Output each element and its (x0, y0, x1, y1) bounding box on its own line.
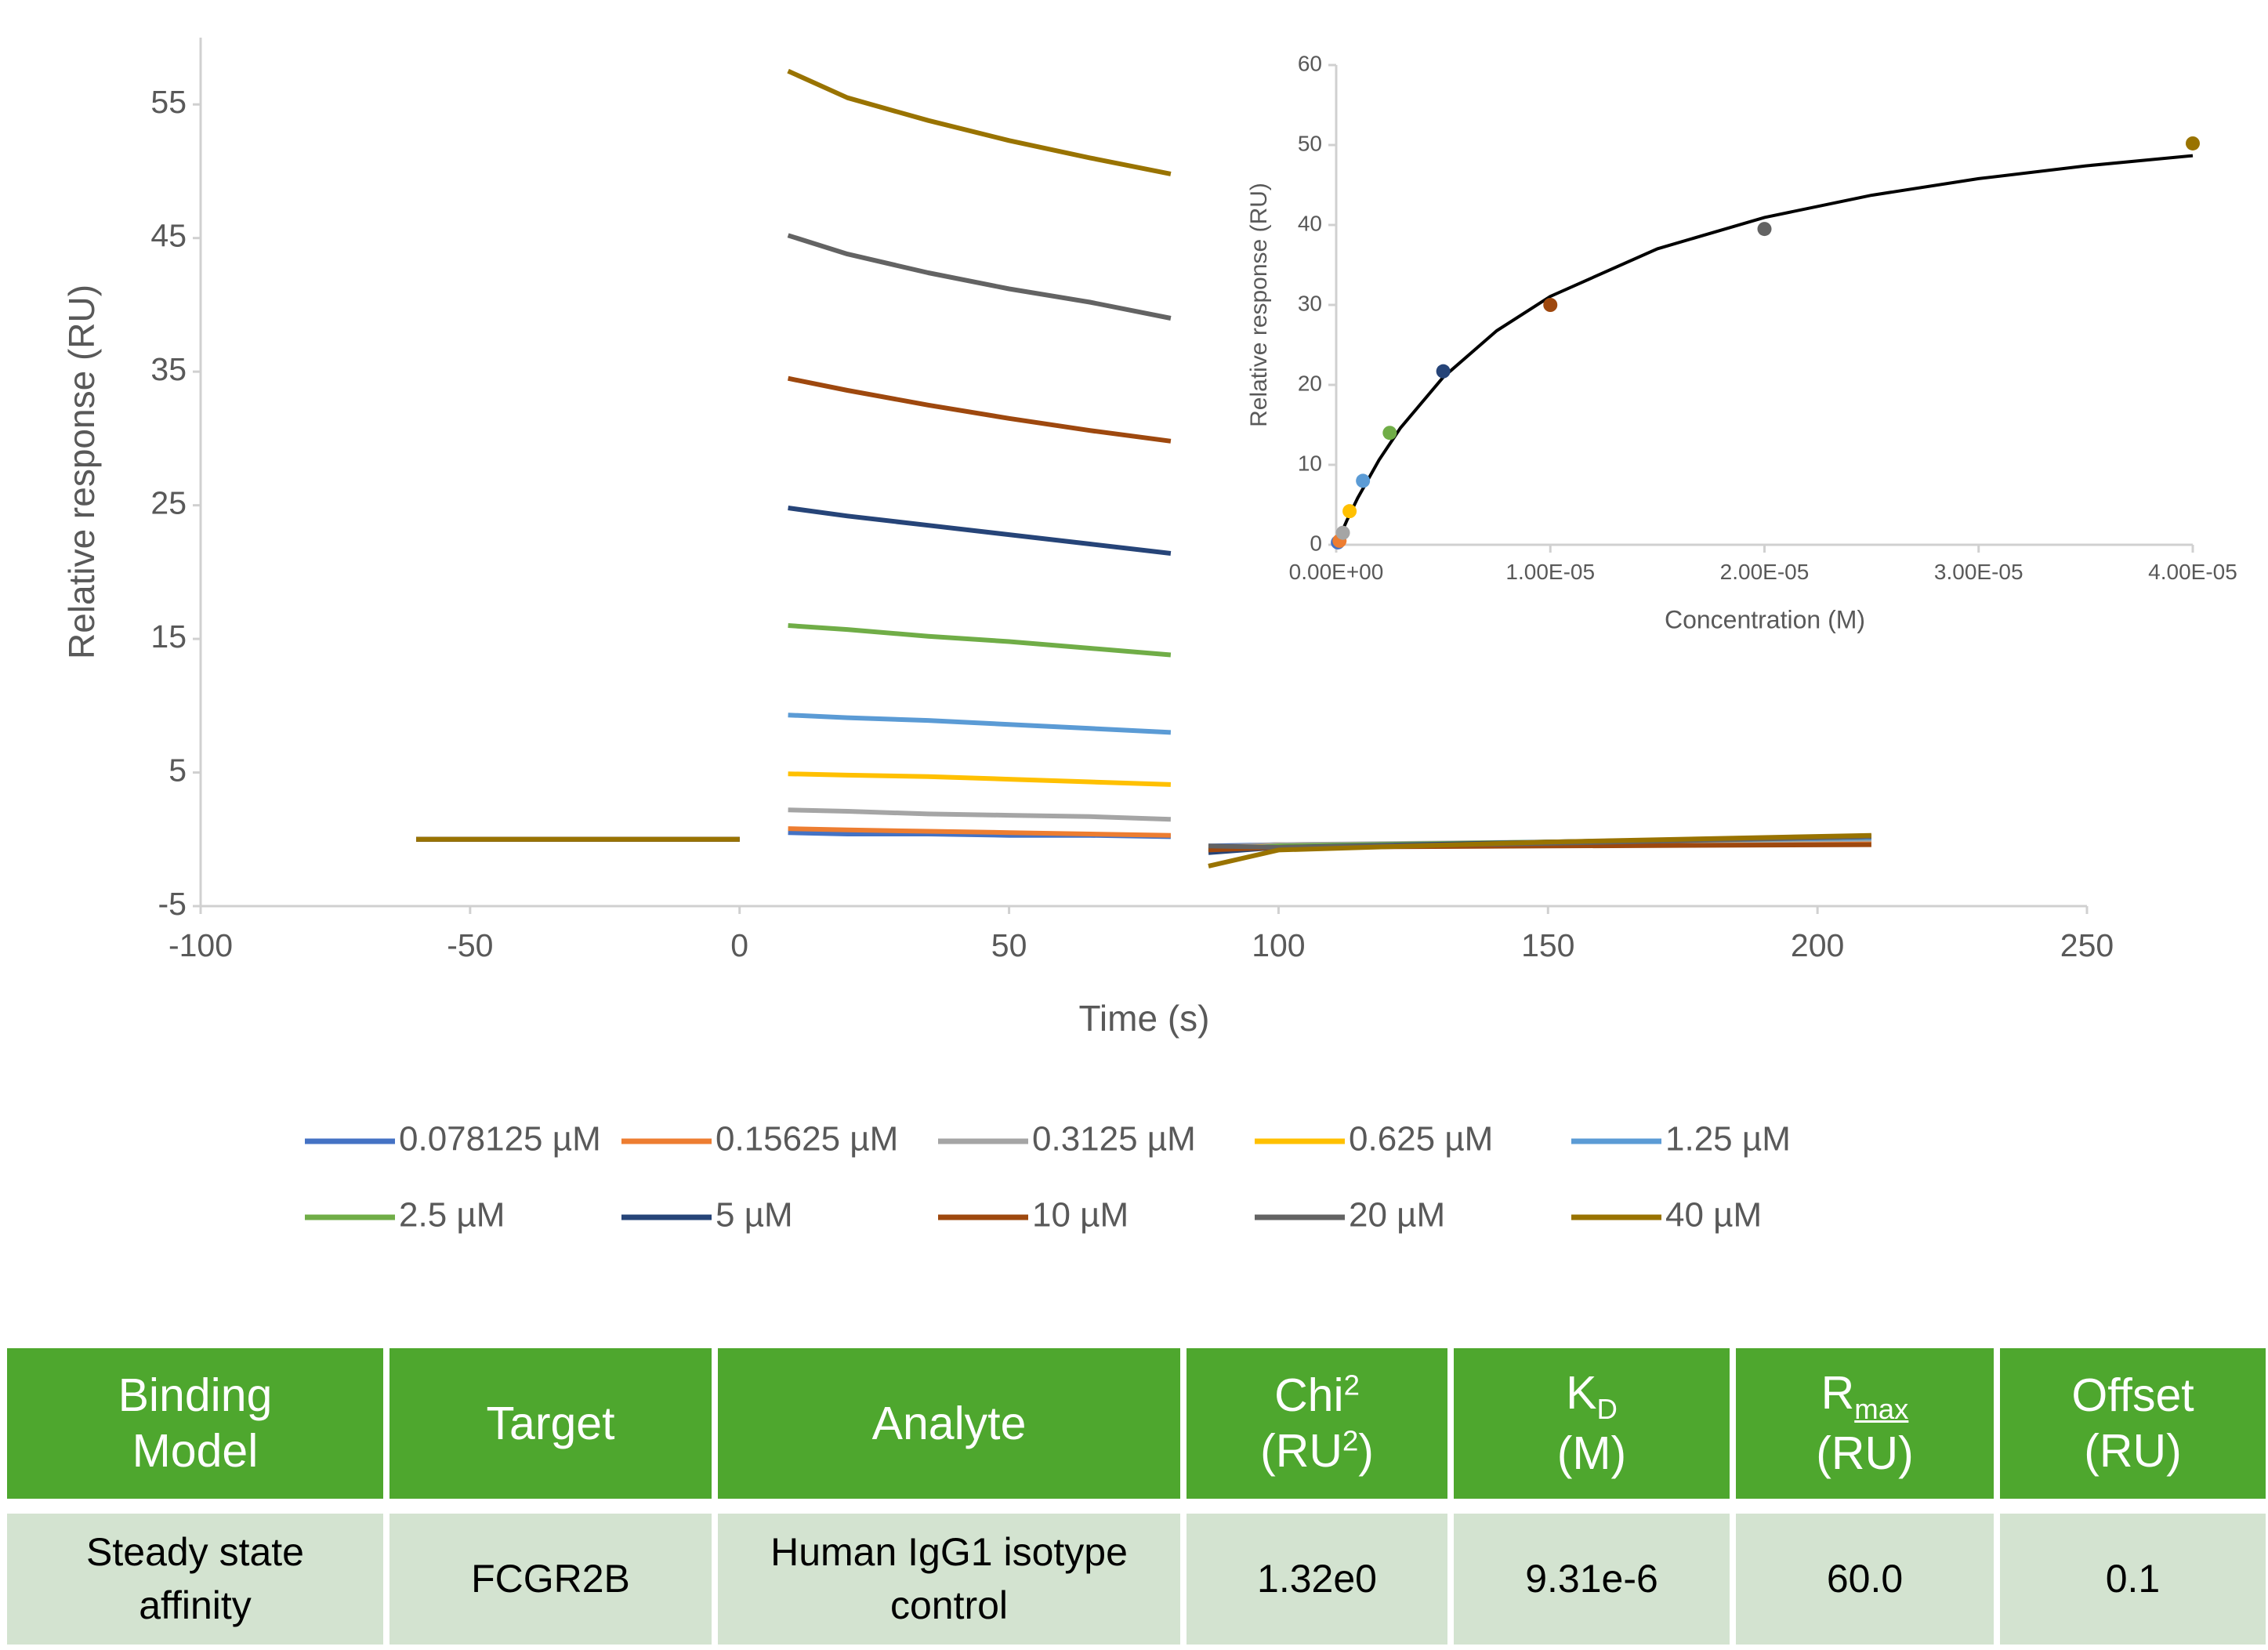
cell-text: Steady state affinity (86, 1530, 304, 1627)
data-cell: 9.31e-6 (1454, 1514, 1730, 1645)
legend-label: 1.25 µM (1665, 1120, 1791, 1159)
cell-text: FCGR2B (471, 1556, 630, 1601)
x-tick-label: 2.00E-05 (1720, 560, 1810, 584)
header-text: Chi2 (RU2) (1260, 1368, 1374, 1479)
y-tick-label: 10 (1298, 451, 1322, 475)
series-line (416, 68, 1871, 869)
cell-text: 0.1 (2105, 1556, 2161, 1601)
header-text: (RU (1260, 1425, 1342, 1477)
header-cell: Offset (RU) (2000, 1348, 2266, 1499)
x-tick-label: 0.00E+00 (1289, 560, 1384, 584)
x-tick-label: 1.00E-05 (1505, 560, 1595, 584)
header-text: Chi (1274, 1369, 1344, 1422)
cell-text: 1.32e0 (1257, 1556, 1377, 1601)
legend-label: 0.625 µM (1349, 1120, 1493, 1159)
data-point (1543, 298, 1558, 312)
y-tick-label: 35 (150, 351, 187, 387)
header-text: Analyte (871, 1397, 1027, 1449)
legend-label: 5 µM (716, 1196, 793, 1235)
x-axis-title: Concentration (M) (1665, 605, 1865, 633)
header-text: (M) (1556, 1427, 1627, 1480)
y-tick-label: 25 (150, 484, 187, 520)
series-line (416, 233, 1871, 850)
cell-text: 60.0 (1826, 1556, 1904, 1601)
y-tick-label: 15 (150, 618, 187, 655)
header-text: KD (M) (1557, 1365, 1626, 1481)
data-point (2186, 136, 2200, 150)
header-cell: Target (389, 1348, 712, 1499)
data-cell: 1.32e0 (1187, 1514, 1447, 1645)
header-sup: 2 (1343, 1369, 1360, 1402)
x-tick-label: 4.00E-05 (2148, 560, 2237, 584)
header-text: (RU) (2084, 1425, 2182, 1477)
legend-label: 0.15625 µM (716, 1120, 898, 1159)
header-sub: max (1854, 1392, 1909, 1425)
legend-label: 2.5 µM (399, 1196, 505, 1235)
x-tick-label: 150 (1521, 927, 1574, 963)
y-tick-label: 60 (1298, 51, 1322, 75)
fit-curve (1335, 154, 2194, 546)
data-cell: Steady state affinity (7, 1514, 383, 1645)
x-tick-label: 0 (730, 927, 748, 963)
y-tick-label: -5 (158, 886, 187, 922)
series-line (416, 375, 1871, 853)
y-tick-label: 40 (1298, 211, 1322, 235)
header-cell: Analyte (718, 1348, 1180, 1499)
cell-text: 9.31e-6 (1525, 1556, 1658, 1601)
x-tick-label: 200 (1791, 927, 1844, 963)
header-cell: Chi2 (RU2) (1187, 1348, 1447, 1499)
header-text: K (1566, 1366, 1597, 1419)
y-tick-label: 30 (1298, 291, 1322, 315)
header-cell: Rmax (RU) (1736, 1348, 1994, 1499)
legend-label: 0.078125 µM (399, 1120, 601, 1159)
header-sup: 2 (1342, 1424, 1359, 1457)
header-text: Offset (RU) (2071, 1368, 2194, 1479)
y-tick-label: 55 (150, 84, 187, 120)
y-axis-title: Relative response (RU) (61, 285, 102, 659)
x-tick-label: 100 (1252, 927, 1305, 963)
data-cell: FCGR2B (389, 1514, 712, 1645)
data-point (1436, 364, 1451, 379)
header-text: Rmax (RU) (1816, 1365, 1914, 1481)
legend-label: 0.3125 µM (1032, 1120, 1196, 1159)
header-text: Offset (2071, 1369, 2194, 1422)
header-cell: KD (M) (1454, 1348, 1730, 1499)
x-tick-label: -50 (447, 927, 493, 963)
legend-label: 10 µM (1032, 1196, 1129, 1235)
legend-label: 20 µM (1349, 1196, 1445, 1235)
legend-label: 40 µM (1665, 1196, 1762, 1235)
y-tick-label: 20 (1298, 371, 1322, 395)
data-cell: Human IgG1 isotype control (718, 1514, 1180, 1645)
x-axis-title: Time (s) (1079, 998, 1210, 1039)
series-line (416, 506, 1871, 855)
y-tick-label: 50 (1298, 131, 1322, 155)
y-tick-label: 0 (1310, 531, 1322, 555)
header-text: Target (486, 1397, 615, 1449)
data-point (1342, 504, 1357, 519)
header-text: ) (1358, 1425, 1374, 1477)
x-tick-label: 50 (991, 927, 1027, 963)
data-point (1382, 426, 1397, 441)
data-point (1757, 222, 1772, 237)
y-axis-title: Relative response (RU) (1246, 183, 1272, 427)
header-text: R (1821, 1366, 1855, 1419)
x-tick-label: -100 (168, 927, 233, 963)
x-tick-label: 250 (2060, 927, 2114, 963)
header-text: Binding Model (118, 1369, 273, 1477)
data-cell: 0.1 (2000, 1514, 2266, 1645)
y-tick-label: 45 (150, 218, 187, 254)
data-point (1356, 473, 1371, 488)
cell-text: Human IgG1 isotype control (770, 1530, 1128, 1627)
data-cell: 60.0 (1736, 1514, 1994, 1645)
header-cell: Binding Model (7, 1348, 383, 1499)
header-text: (RU) (1816, 1427, 1914, 1480)
header-sub: D (1596, 1392, 1618, 1425)
x-tick-label: 3.00E-05 (1934, 560, 2023, 584)
data-point (1335, 525, 1350, 540)
y-tick-label: 5 (168, 752, 187, 788)
